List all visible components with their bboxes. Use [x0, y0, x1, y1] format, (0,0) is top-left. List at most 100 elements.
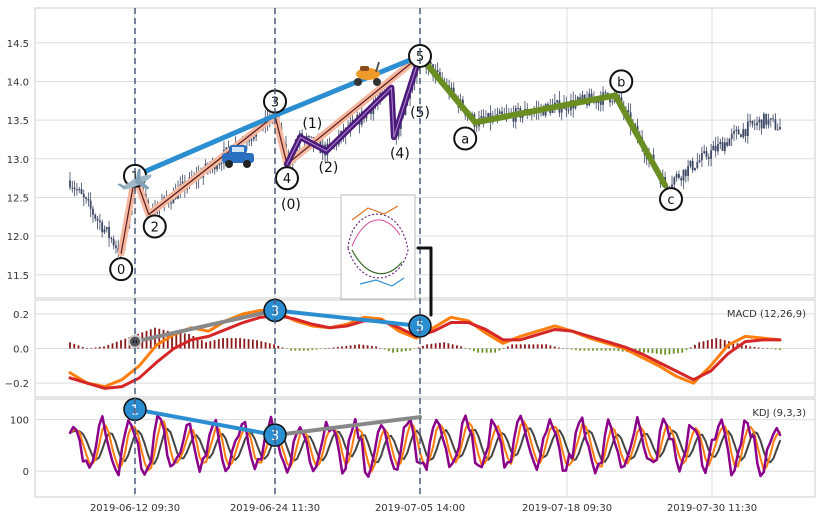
- candle-body: [94, 214, 97, 219]
- macd-histogram-bar: [217, 339, 220, 349]
- candle-body: [723, 142, 726, 151]
- macd-histogram-bar: [285, 348, 288, 350]
- macd-histogram-bar: [294, 348, 297, 351]
- wave-label-circle: [659, 187, 683, 212]
- kdj-divergence-line: [133, 407, 277, 438]
- candle-body: [776, 129, 779, 131]
- price-tick-label: 13.0: [7, 155, 29, 166]
- candle-body: [498, 111, 501, 114]
- kdj-guide-line: [273, 415, 422, 438]
- macd-histogram-bar: [81, 346, 84, 349]
- candle-body: [735, 129, 738, 131]
- candle-body: [452, 87, 455, 96]
- candle-body: [108, 227, 110, 239]
- price-tick-label: 13.5: [7, 116, 29, 127]
- candle-body: [627, 109, 630, 113]
- airplane-icon: [117, 168, 152, 190]
- thumbnail-curve: [359, 277, 405, 287]
- thumbnail-curve: [351, 205, 399, 221]
- wave-label: (1): [302, 116, 322, 132]
- macd-histogram-bar: [341, 346, 343, 349]
- macd-histogram-bar: [770, 348, 773, 350]
- macd-guide-line: [133, 308, 277, 344]
- wave-label-circle: [453, 126, 478, 151]
- macd-histogram-bar: [362, 344, 365, 349]
- macd-histogram-bar: [430, 343, 433, 349]
- macd-histogram-bar: [677, 348, 679, 354]
- price-tick-label: 14.5: [7, 39, 29, 50]
- candle-body: [583, 94, 586, 100]
- impulse-wave-inner-line: [120, 55, 421, 254]
- macd-tick-label: 0.2: [13, 310, 29, 321]
- candle-body: [707, 157, 710, 159]
- macd-histogram-bar: [222, 338, 224, 349]
- candle-body: [69, 180, 71, 188]
- macd-histogram-bar: [519, 344, 522, 349]
- macd-histogram-bar: [124, 338, 127, 349]
- kdj-j-line: [68, 414, 782, 478]
- correction-wave-line: [417, 52, 668, 189]
- candle-body: [696, 161, 699, 168]
- macd-histogram-bar: [120, 340, 122, 349]
- candle-body: [677, 174, 680, 178]
- macd-histogram-bar: [715, 338, 718, 349]
- macd-histogram-bar: [498, 348, 501, 351]
- candle-body: [556, 100, 559, 103]
- candle-body: [604, 92, 607, 94]
- candle-body: [719, 142, 722, 145]
- candle-body: [436, 70, 439, 73]
- wave-label-circle: [109, 257, 134, 282]
- wave-label: b: [617, 75, 625, 90]
- macd-histogram-bar: [668, 348, 671, 355]
- candle-body: [475, 126, 478, 128]
- candle-body: [689, 160, 692, 167]
- macd-histogram-bar: [753, 346, 756, 349]
- airplane-tail: [117, 183, 127, 189]
- scooter-seat: [360, 66, 369, 71]
- macd-histogram-bar: [319, 348, 322, 350]
- macd-histogram-bar: [86, 348, 88, 349]
- candle-body: [220, 162, 223, 164]
- macd-histogram-bar: [762, 347, 764, 349]
- macd-histogram-bar: [481, 348, 484, 353]
- macd-histogram-bar: [336, 346, 339, 349]
- macd-histogram-bar: [392, 348, 395, 353]
- candle-body: [749, 120, 752, 122]
- x-tick-label: 2019-06-12 09:30: [90, 503, 180, 514]
- macd-histogram-bar: [239, 338, 241, 349]
- candle-body: [115, 245, 117, 249]
- thumbnail-curve: [351, 249, 403, 275]
- macd-histogram-bar: [477, 348, 480, 353]
- macd-histogram-bar: [723, 340, 726, 349]
- macd-histogram-bar: [183, 333, 186, 349]
- airplane-wing: [135, 180, 150, 190]
- macd-histogram-bar: [621, 348, 624, 352]
- candle-body: [774, 119, 777, 130]
- car-window: [232, 147, 244, 152]
- candle-body: [710, 150, 712, 159]
- candle-body: [308, 136, 310, 138]
- macd-histogram-bar: [311, 348, 314, 351]
- macd-histogram-bar: [383, 348, 386, 350]
- macd-histogram-bar: [256, 340, 258, 349]
- macd-histogram-bar: [396, 348, 399, 353]
- candle-body: [567, 110, 570, 112]
- macd-histogram-bar: [464, 347, 467, 349]
- thumbnail-curve: [347, 213, 409, 279]
- kdj-tick-label: 0: [23, 467, 29, 478]
- macd-histogram-bar: [247, 339, 250, 349]
- price-tick-label: 14.0: [7, 77, 29, 88]
- macd-histogram-bar: [243, 338, 246, 349]
- macd-histogram-bar: [434, 343, 437, 349]
- macd-histogram-bar: [757, 347, 760, 349]
- candle-body: [751, 120, 754, 125]
- macd-histogram-bar: [604, 348, 607, 351]
- macd-histogram-bar: [404, 348, 407, 352]
- macd-histogram-bar: [447, 343, 450, 349]
- subwave-inner-line: [286, 55, 421, 165]
- x-tick-label: 2019-06-24 11:30: [230, 503, 320, 514]
- macd-histogram-bar: [171, 331, 173, 349]
- candle-body: [89, 200, 92, 209]
- price-tick-label: 11.5: [7, 271, 29, 282]
- kdj-legend: KDJ (9,3,3): [752, 408, 806, 419]
